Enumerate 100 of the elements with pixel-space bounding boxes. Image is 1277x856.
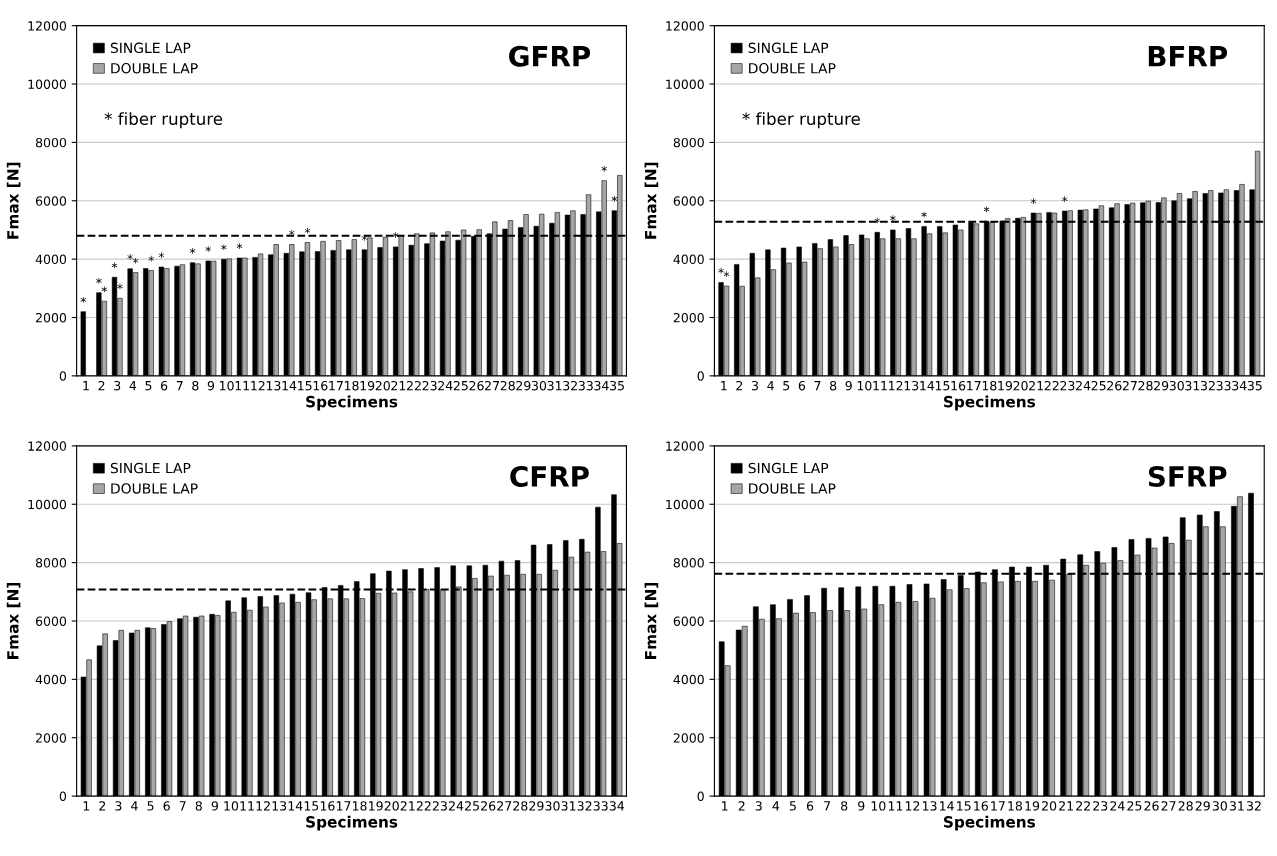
- x-tick-label: 13: [922, 801, 937, 811]
- y-tick-label: 6000: [35, 196, 67, 206]
- x-tick-label: 33: [1216, 380, 1231, 391]
- x-tick-label: 8: [841, 801, 848, 811]
- x-tick-label: 26: [1144, 801, 1159, 811]
- x-tick-label: 11: [235, 381, 249, 391]
- x-tick-label: 13: [266, 380, 281, 391]
- legend-label: DOUBLE LAP: [749, 62, 836, 74]
- annotation: *: [983, 206, 990, 213]
- x-tick-label: 8: [829, 380, 837, 391]
- x-tick-label: 6: [163, 801, 170, 811]
- annotation: *: [101, 286, 108, 293]
- annotation: *: [392, 232, 399, 238]
- annotation: *: [723, 271, 730, 278]
- x-tick-label: 5: [145, 381, 152, 391]
- legend-label: SINGLE LAP: [110, 42, 191, 54]
- annotation: * fiber rupture: [104, 112, 223, 129]
- y-axis-title: Fmax [N]: [644, 162, 659, 239]
- x-tick-label: 23: [432, 801, 447, 811]
- x-tick-label: 32: [577, 801, 592, 811]
- x-tick-label: 21: [400, 801, 415, 811]
- x-tick-label: 27: [485, 380, 499, 391]
- x-tick-label: 31: [561, 801, 576, 811]
- x-tick-label: 15: [304, 801, 319, 811]
- x-axis-title: Specimens: [306, 395, 398, 411]
- x-tick-label: 13: [904, 380, 919, 391]
- x-tick-label: 1: [83, 801, 90, 811]
- x-tick-label: 6: [160, 380, 168, 391]
- x-tick-label: 14: [920, 381, 935, 391]
- x-tick-label: 25: [1091, 380, 1106, 391]
- annotation: *: [96, 278, 102, 284]
- legend-label: DOUBLE LAP: [111, 62, 198, 74]
- annotation: *: [189, 247, 196, 254]
- x-tick-label: 30: [531, 380, 547, 391]
- y-tick-label: 10000: [666, 499, 704, 510]
- y-tick-label: 2000: [673, 733, 704, 743]
- x-tick-label: 19: [998, 380, 1013, 391]
- y-tick-label: 6000: [673, 616, 704, 626]
- x-tick-label: 14: [288, 801, 303, 811]
- x-tick-label: 33: [593, 801, 608, 811]
- x-tick-label: 22: [1076, 801, 1090, 811]
- legend-label: DOUBLE LAP: [749, 483, 836, 494]
- x-tick-label: 3: [115, 801, 122, 811]
- x-tick-label: 2: [738, 801, 745, 811]
- text: BFRP: [1148, 46, 1228, 67]
- x-tick-label: 30: [1169, 380, 1184, 391]
- x-tick-label: 23: [1093, 801, 1108, 811]
- x-tick-label: 11: [873, 381, 887, 391]
- x-tick-label: 25: [465, 801, 479, 811]
- annotation: *: [80, 297, 87, 303]
- y-tick-label: 8000: [673, 137, 704, 148]
- y-tick-label: 6000: [673, 196, 704, 206]
- x-tick-label: 17: [336, 801, 351, 811]
- annotation: *: [601, 165, 607, 172]
- x-tick-label: 22: [1044, 380, 1059, 391]
- x-tick-label: 16: [320, 801, 335, 811]
- annotation: *: [921, 211, 927, 218]
- x-tick-label: 7: [824, 801, 831, 811]
- y-axis-title: Fmax [N]: [644, 583, 659, 659]
- x-tick-label: 24: [1110, 801, 1125, 811]
- x-tick-label: 16: [974, 801, 988, 811]
- x-tick-label: 18: [352, 801, 367, 811]
- annotation: *: [205, 246, 211, 252]
- x-tick-label: 6: [806, 801, 814, 811]
- x-tick-label: 12: [889, 380, 903, 391]
- x-tick-label: 14: [940, 801, 954, 811]
- x-tick-label: 22: [406, 380, 421, 391]
- x-tick-label: 32: [1246, 801, 1261, 811]
- annotation: *: [1030, 198, 1037, 205]
- x-tick-label: 27: [1122, 380, 1137, 391]
- x-tick-label: 1: [721, 381, 727, 391]
- x-tick-label: 29: [1195, 801, 1210, 811]
- annotation: *: [236, 243, 243, 250]
- text: SFRP: [1148, 465, 1227, 487]
- x-tick-label: 34: [1232, 380, 1247, 391]
- y-tick-label: 2000: [36, 733, 67, 743]
- y-tick-label: 10000: [28, 499, 67, 510]
- x-axis-title: Specimens: [943, 395, 1036, 411]
- x-axis-title: Specimens: [306, 815, 398, 831]
- x-tick-label: 17: [991, 801, 1005, 811]
- x-tick-label: 34: [594, 380, 609, 391]
- y-tick-label: 4000: [35, 674, 67, 685]
- annotation: *: [111, 262, 118, 269]
- x-tick-label: 2: [98, 380, 105, 391]
- y-tick-label: 6000: [35, 616, 67, 626]
- x-tick-label: 29: [529, 801, 544, 811]
- x-tick-label: 30: [1212, 801, 1227, 811]
- y-tick-label: 12000: [28, 441, 67, 451]
- legend-label: SINGLE LAP: [748, 42, 829, 54]
- x-tick-label: 35: [610, 380, 624, 391]
- x-tick-label: 31: [1229, 801, 1244, 811]
- y-tick-label: 8000: [673, 558, 704, 568]
- x-tick-label: 20: [384, 801, 399, 811]
- x-tick-label: 3: [755, 801, 762, 811]
- x-tick-label: 25: [1127, 801, 1142, 811]
- annotation: *: [890, 215, 896, 221]
- y-tick-label: 4000: [35, 254, 67, 265]
- y-tick-label: 10000: [28, 79, 67, 89]
- x-tick-label: 8: [192, 380, 199, 391]
- annotation: *: [289, 229, 295, 236]
